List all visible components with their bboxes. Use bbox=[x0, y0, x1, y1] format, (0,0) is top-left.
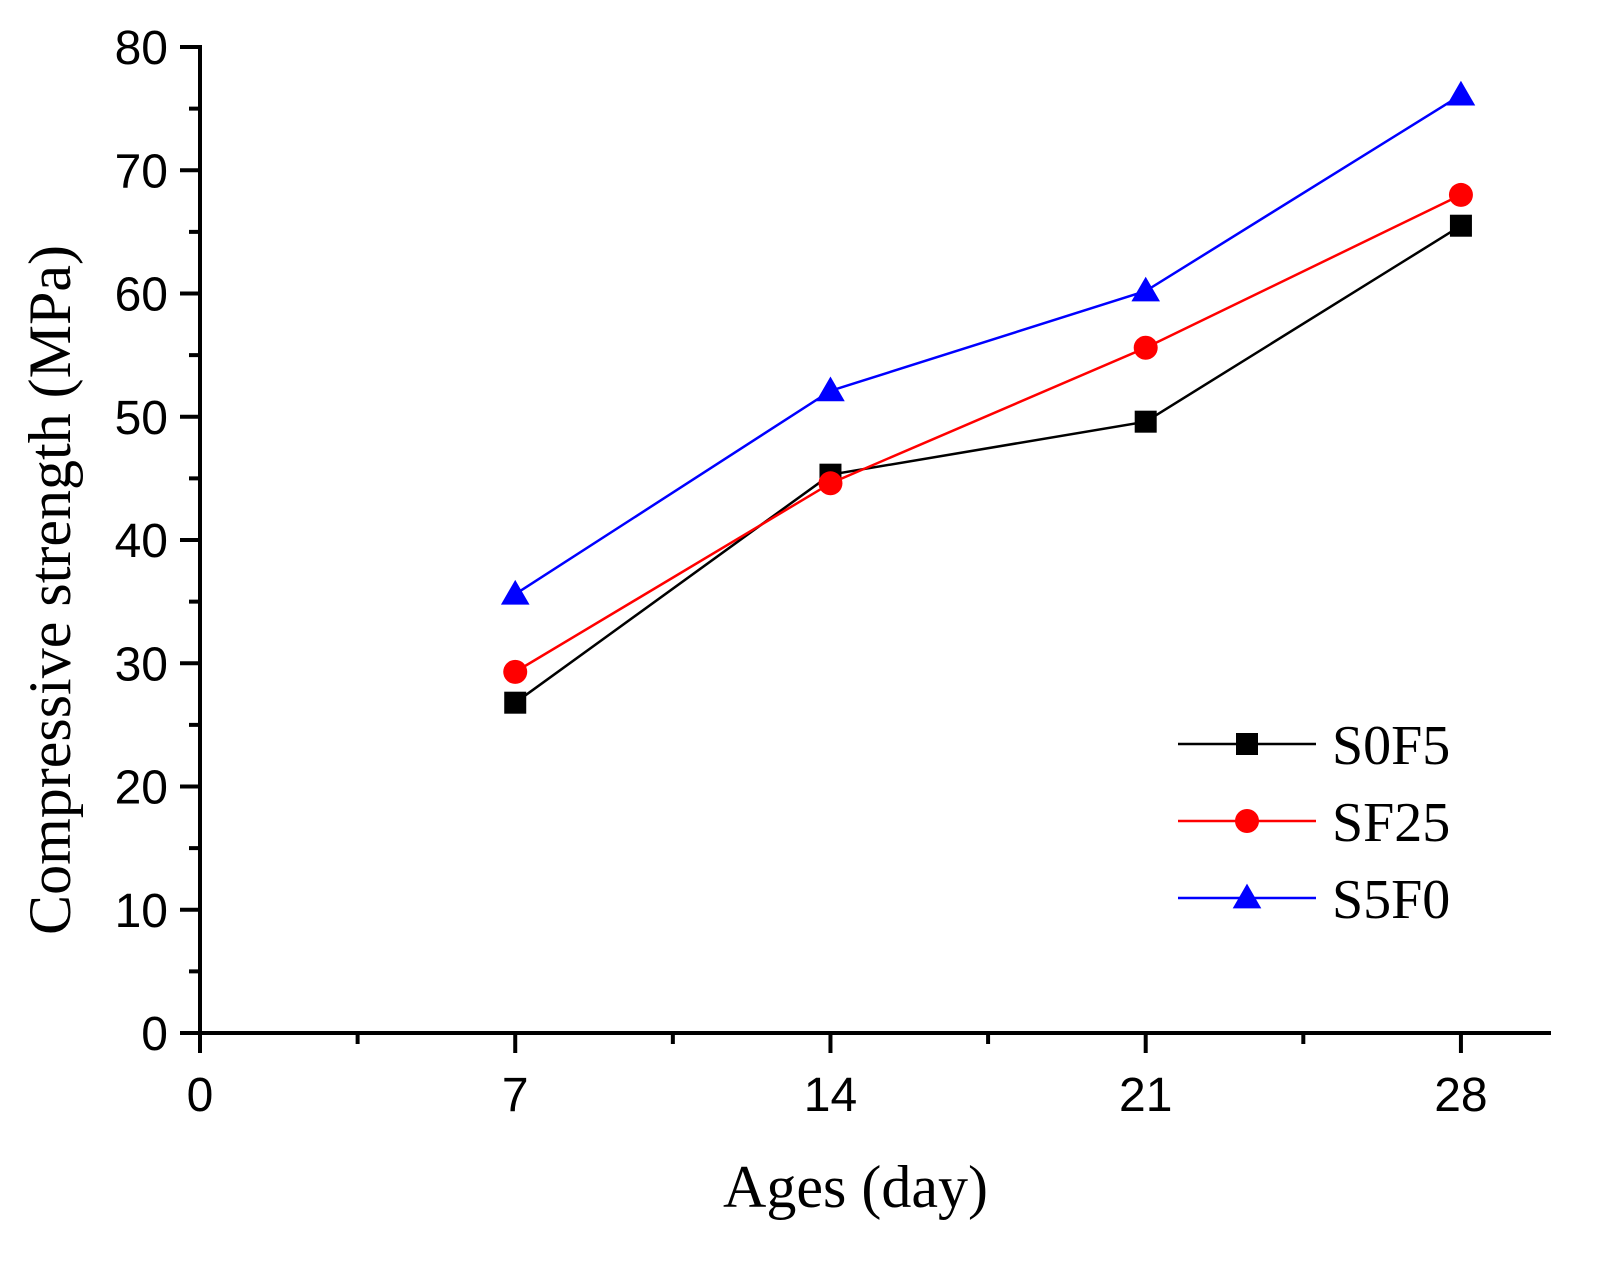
y-tick-label: 40 bbox=[115, 515, 168, 568]
x-axis-title: Ages (day) bbox=[723, 1154, 988, 1220]
series-s5f0 bbox=[500, 80, 1476, 605]
data-point-s5f0 bbox=[500, 579, 530, 605]
series-layer bbox=[500, 80, 1476, 714]
x-tick-label: 14 bbox=[804, 1069, 857, 1122]
data-point-sf25 bbox=[818, 471, 843, 496]
legend-label-sf25: SF25 bbox=[1332, 792, 1450, 854]
data-point-sf25 bbox=[1133, 335, 1158, 360]
legend-entry-s5f0: S5F0 bbox=[1178, 869, 1450, 931]
y-tick-label: 30 bbox=[115, 638, 168, 691]
legend-marker-sf25 bbox=[1235, 809, 1259, 833]
series-line-s5f0 bbox=[514, 94, 1462, 596]
y-tick-label: 0 bbox=[141, 1008, 168, 1061]
axes: 0 7 14 21 28 0 10 20 30 40 50 60 70 80 bbox=[115, 22, 1551, 1122]
y-tick-label: 70 bbox=[115, 145, 168, 198]
y-tick-label: 10 bbox=[115, 885, 168, 938]
legend-label-s5f0: S5F0 bbox=[1332, 869, 1450, 931]
y-tick-label: 60 bbox=[115, 269, 168, 322]
x-tick-label: 28 bbox=[1434, 1069, 1487, 1122]
data-point-s5f0 bbox=[1131, 276, 1160, 302]
data-point-sf25 bbox=[1448, 182, 1473, 207]
y-axis-title: Compressive strength (MPa) bbox=[17, 245, 83, 935]
series-s0f5 bbox=[504, 214, 1472, 714]
data-point-sf25 bbox=[503, 659, 528, 684]
y-tick-label: 80 bbox=[115, 22, 168, 75]
data-point-s5f0 bbox=[816, 376, 845, 402]
x-tick-label: 0 bbox=[187, 1069, 214, 1122]
data-point-s0f5 bbox=[504, 691, 527, 714]
legend-label-s0f5: S0F5 bbox=[1332, 715, 1450, 777]
series-sf25 bbox=[503, 182, 1473, 684]
series-line-s0f5 bbox=[514, 224, 1462, 704]
legend-marker-s0f5 bbox=[1236, 733, 1258, 755]
series-line-sf25 bbox=[514, 193, 1462, 673]
y-tick-label: 20 bbox=[115, 762, 168, 815]
data-point-s0f5 bbox=[1449, 214, 1472, 237]
x-tick-label: 21 bbox=[1119, 1069, 1172, 1122]
data-point-s5f0 bbox=[1446, 80, 1476, 106]
legend-entry-sf25: SF25 bbox=[1178, 792, 1450, 854]
x-tick-label: 7 bbox=[502, 1069, 529, 1122]
legend-entry-s0f5: S0F5 bbox=[1178, 715, 1450, 777]
legend-marker-s5f0 bbox=[1232, 883, 1262, 909]
legend: S0F5 SF25 S5F0 bbox=[1178, 715, 1450, 931]
y-tick-label: 50 bbox=[115, 392, 168, 445]
data-point-s0f5 bbox=[1134, 410, 1157, 433]
